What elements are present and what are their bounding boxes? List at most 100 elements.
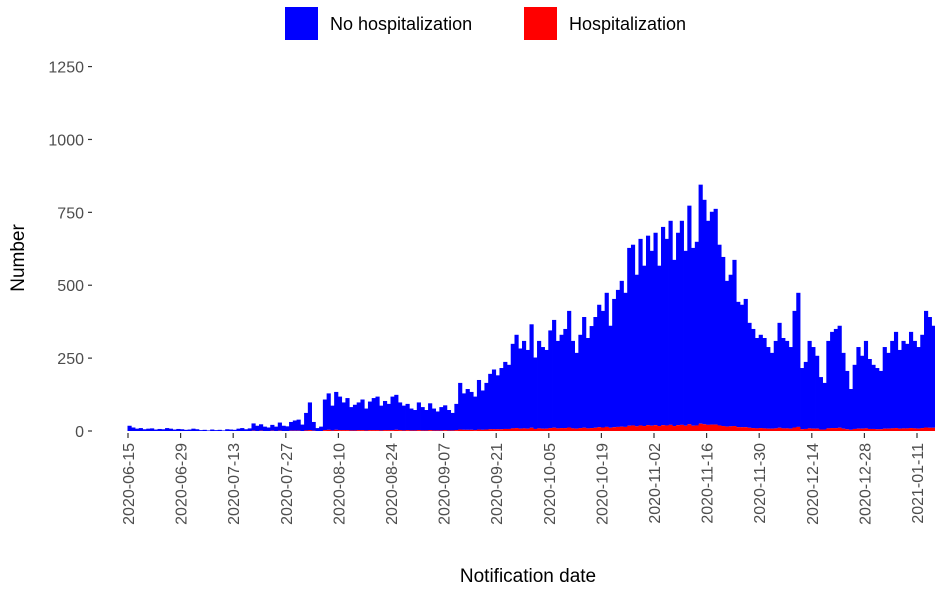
x-tick-label: 2020-12-28 <box>857 443 874 525</box>
bar-hospitalization <box>375 430 380 431</box>
bar-hospitalization <box>345 430 350 431</box>
bar-no-hospitalization <box>172 429 177 431</box>
bar-no-hospitalization <box>758 334 763 429</box>
bar-hospitalization <box>548 428 553 431</box>
bar-hospitalization <box>461 429 467 431</box>
bar-no-hospitalization <box>183 429 189 431</box>
bar-no-hospitalization <box>796 292 801 427</box>
bar-hospitalization <box>661 425 666 431</box>
bar-hospitalization <box>563 428 568 431</box>
series-no-hospitalization-bars <box>127 184 935 431</box>
bar-hospitalization <box>676 425 681 431</box>
bar-no-hospitalization <box>848 389 854 430</box>
bar-hospitalization <box>510 428 515 431</box>
x-tick-label: 2020-10-05 <box>542 443 559 525</box>
bar-no-hospitalization <box>717 244 722 426</box>
bar-hospitalization <box>754 428 760 431</box>
bar-hospitalization <box>413 430 418 431</box>
bar-no-hospitalization <box>398 402 403 431</box>
bar-no-hospitalization <box>382 400 388 431</box>
x-axis-title: Notification date <box>460 566 596 587</box>
bar-no-hospitalization <box>762 338 767 429</box>
bar-no-hospitalization <box>800 368 805 430</box>
legend-label-no-hospitalization: No hospitalization <box>330 14 472 34</box>
bar-hospitalization <box>807 428 812 431</box>
bar-no-hospitalization <box>563 328 568 429</box>
bar-no-hospitalization <box>187 429 192 431</box>
bar-hospitalization <box>739 427 745 431</box>
series-hospitalization-bars <box>251 423 935 431</box>
bar-no-hospitalization <box>349 407 354 431</box>
bar-no-hospitalization <box>574 352 579 429</box>
bar-no-hospitalization <box>619 280 624 427</box>
bar-no-hospitalization <box>394 394 399 430</box>
bar-no-hospitalization <box>424 410 429 431</box>
bar-no-hospitalization <box>691 247 696 426</box>
bar-no-hospitalization <box>694 241 699 426</box>
bar-hospitalization <box>394 429 399 431</box>
bar-no-hospitalization <box>833 328 838 429</box>
bar-hospitalization <box>717 425 722 431</box>
bar-no-hospitalization <box>927 317 932 428</box>
bar-no-hospitalization <box>826 340 831 429</box>
bar-hospitalization <box>390 430 395 431</box>
bar-no-hospitalization <box>777 322 782 428</box>
bar-no-hospitalization <box>570 340 575 429</box>
bar-hospitalization <box>326 429 331 431</box>
bar-hospitalization <box>766 428 771 431</box>
bar-no-hospitalization <box>781 338 786 429</box>
bar-no-hospitalization <box>916 347 921 429</box>
bar-no-hospitalization <box>604 292 609 427</box>
bar-hospitalization <box>386 430 391 431</box>
bar-no-hospitalization <box>476 379 482 430</box>
bar-hospitalization <box>570 428 575 431</box>
bar-no-hospitalization <box>743 298 748 428</box>
bar-hospitalization <box>476 429 482 431</box>
bar-no-hospitalization <box>818 377 823 430</box>
bar-hospitalization <box>848 429 854 431</box>
bar-no-hospitalization <box>506 364 512 429</box>
bar-hospitalization <box>518 428 523 431</box>
bar-hospitalization <box>443 430 448 431</box>
bar-hospitalization <box>683 425 688 431</box>
bar-hospitalization <box>506 428 512 431</box>
bar-no-hospitalization <box>841 352 846 429</box>
x-tick-label: 2020-08-24 <box>384 443 401 525</box>
bar-no-hospitalization <box>458 382 463 430</box>
bar-no-hospitalization <box>709 211 715 425</box>
bar-no-hospitalization <box>236 428 241 431</box>
bar-hospitalization <box>458 429 463 431</box>
bar-hospitalization <box>439 430 444 431</box>
bar-hospitalization <box>657 426 662 431</box>
bar-no-hospitalization <box>769 352 775 429</box>
bar-no-hospitalization <box>409 408 414 431</box>
bar-no-hospitalization <box>491 369 497 430</box>
bar-hospitalization <box>401 430 406 431</box>
bar-no-hospitalization <box>153 429 158 431</box>
bar-hospitalization <box>630 425 636 431</box>
bar-no-hospitalization <box>871 364 876 429</box>
x-tick-label: 2020-07-27 <box>279 443 296 525</box>
bar-no-hospitalization <box>645 235 651 426</box>
bar-hospitalization <box>751 428 756 431</box>
bar-no-hospitalization <box>146 428 151 431</box>
bar-hospitalization <box>540 428 545 431</box>
bar-hospitalization <box>642 426 647 431</box>
bar-hospitalization <box>589 428 594 431</box>
bar-no-hospitalization <box>274 426 279 431</box>
bar-no-hospitalization <box>446 410 452 431</box>
bar-no-hospitalization <box>559 334 564 429</box>
bar-hospitalization <box>811 428 816 431</box>
bar-hospitalization <box>856 428 861 431</box>
bar-hospitalization <box>721 426 726 431</box>
bar-no-hospitalization <box>405 403 410 431</box>
bar-no-hospitalization <box>878 370 884 430</box>
bar-hospitalization <box>664 425 669 431</box>
bar-hospitalization <box>322 430 328 431</box>
bar-no-hospitalization <box>852 364 857 429</box>
bar-no-hospitalization <box>461 393 467 430</box>
bar-no-hospitalization <box>292 420 297 431</box>
bar-no-hospitalization <box>243 429 249 431</box>
bar-hospitalization <box>334 429 339 431</box>
bar-hospitalization <box>537 428 542 431</box>
